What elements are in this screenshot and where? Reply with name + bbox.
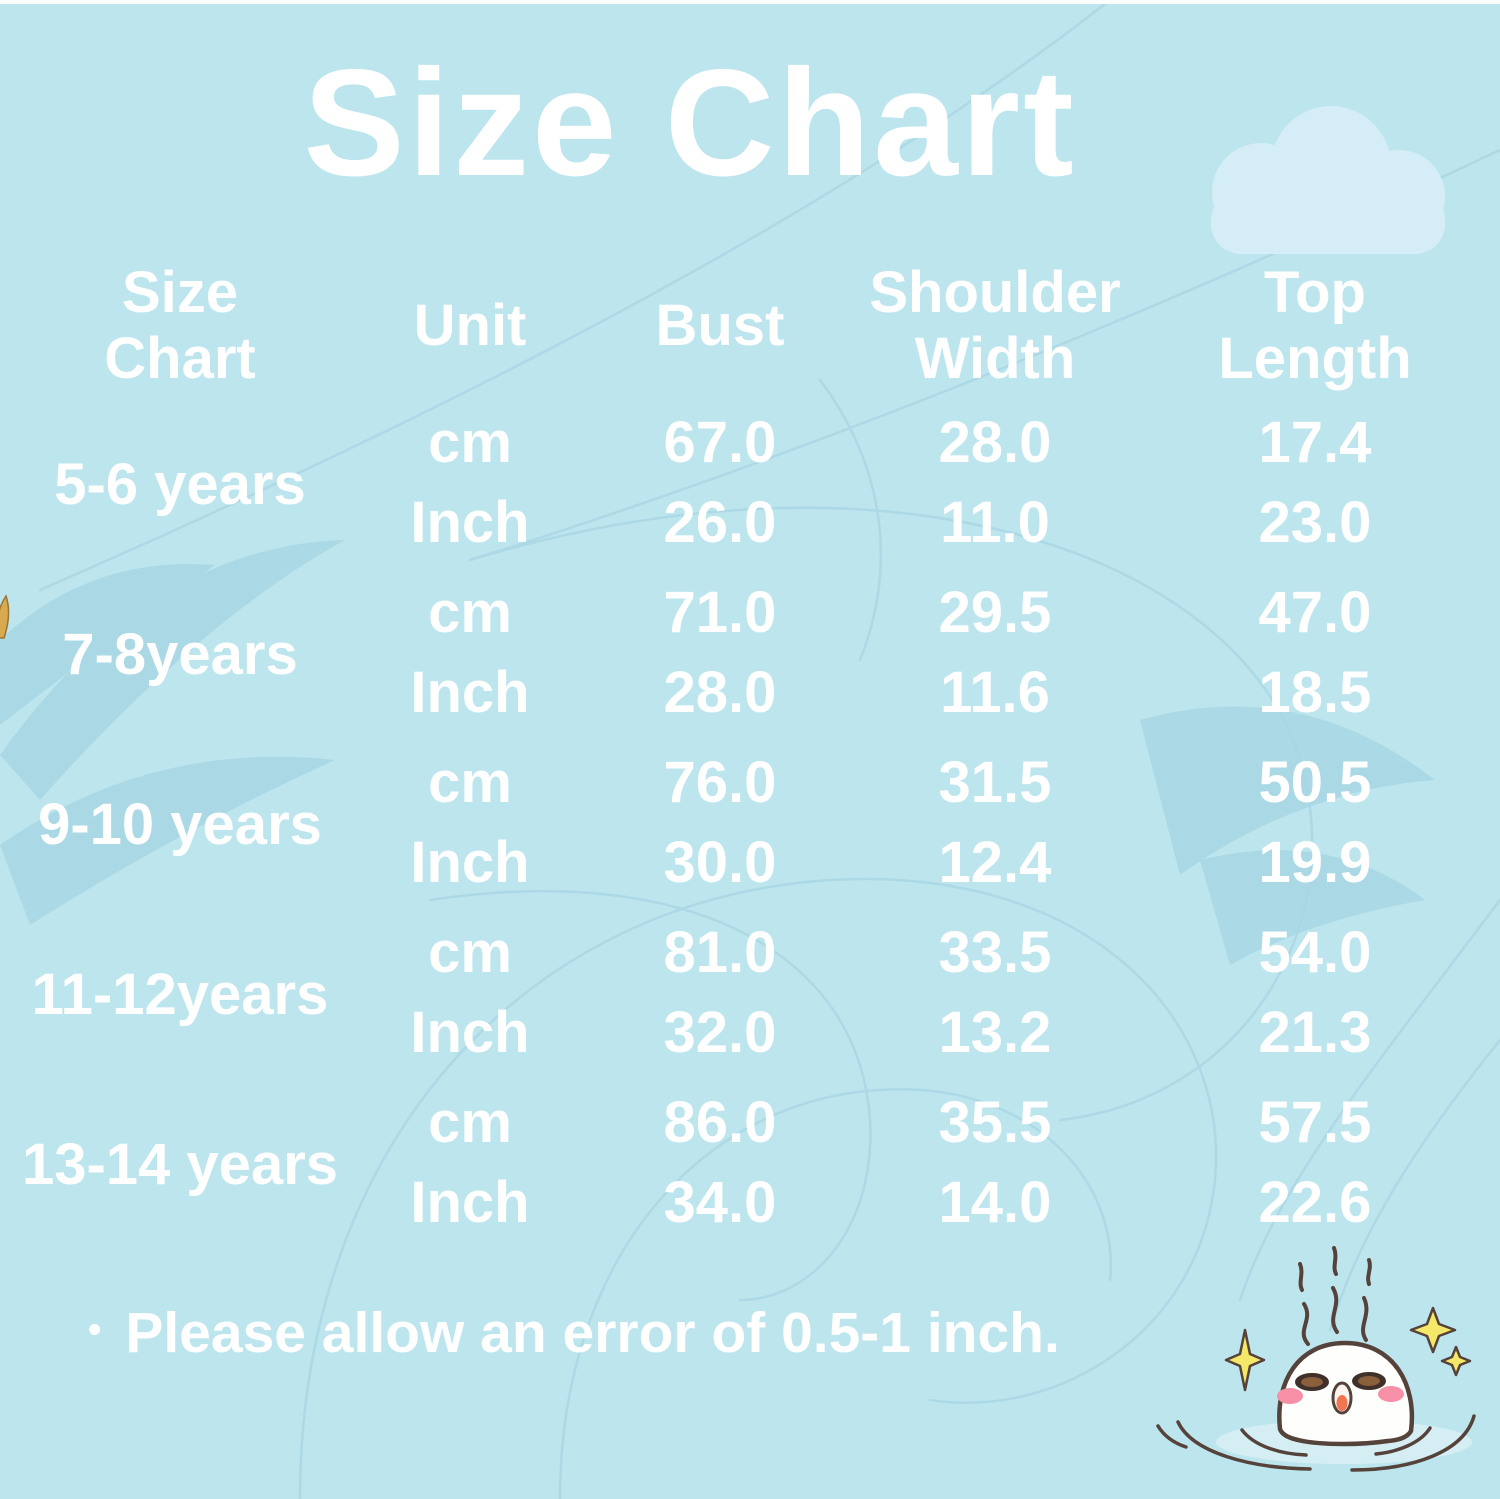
bust-inch-value: 34.0 <box>663 1170 777 1235</box>
top-length-cell: 57.5 22.6 <box>1130 1080 1500 1250</box>
length-cm-value: 54.0 <box>1258 920 1372 985</box>
mascot-cheeks <box>1277 1386 1404 1404</box>
shoulder-cm-value: 35.5 <box>938 1090 1052 1155</box>
top-edge-strip <box>0 0 1500 4</box>
mascot-mouth <box>1331 1381 1353 1415</box>
bust-cm-value: 86.0 <box>663 1090 777 1155</box>
unit-cm-label: cm <box>428 1090 512 1155</box>
bust-cm-value: 71.0 <box>663 580 777 645</box>
shoulder-width-cell: 35.5 14.0 <box>860 1080 1130 1250</box>
shoulder-cm-value: 29.5 <box>938 580 1052 645</box>
table-row: 9-10 years cm Inch 76.0 30.0 31.5 12.4 50.5… <box>0 740 1500 910</box>
top-length-cell: 50.5 19.9 <box>1130 740 1500 910</box>
steam-lines <box>1298 1246 1372 1346</box>
note-text: Please allow an error of 0.5-1 inch. <box>125 1301 1060 1365</box>
length-cm-value: 50.5 <box>1258 750 1372 815</box>
sparkle-icons <box>1224 1306 1472 1392</box>
length-cm-value: 47.0 <box>1258 580 1372 645</box>
column-header-bust: Bust <box>655 293 785 359</box>
length-inch-value: 18.5 <box>1258 660 1372 725</box>
length-inch-value: 21.3 <box>1258 1000 1372 1065</box>
bust-cell: 71.0 28.0 <box>580 570 860 740</box>
bust-inch-value: 30.0 <box>663 830 777 895</box>
table-row: 5-6 years cm Inch 67.0 26.0 28.0 11.0 17.4 2… <box>0 400 1500 570</box>
mascot-eyes <box>1295 1372 1386 1391</box>
length-inch-value: 19.9 <box>1258 830 1372 895</box>
page-title: Size Chart <box>303 38 1077 208</box>
column-header-unit: Unit <box>413 293 527 359</box>
size-label-cell: 5-6 years <box>54 452 306 517</box>
bust-cell: 86.0 34.0 <box>580 1080 860 1250</box>
shoulder-inch-value: 11.0 <box>940 490 1050 555</box>
size-table: Size Chart Unit Bust Shoulder Width Top … <box>0 252 1500 1250</box>
length-inch-value: 23.0 <box>1258 490 1372 555</box>
bust-cell: 81.0 32.0 <box>580 910 860 1080</box>
shoulder-width-cell: 33.5 13.2 <box>860 910 1130 1080</box>
bust-cell: 67.0 26.0 <box>580 400 860 570</box>
shoulder-width-cell: 31.5 12.4 <box>860 740 1130 910</box>
size-label-cell: 7-8years <box>62 622 298 687</box>
water-ripples <box>1156 1414 1476 1472</box>
top-length-cell: 47.0 18.5 <box>1130 570 1500 740</box>
unit-inch-label: Inch <box>410 660 530 725</box>
size-label-cell: 9-10 years <box>38 792 322 857</box>
column-header-shoulder-width: Shoulder Width <box>869 260 1121 391</box>
shoulder-cm-value: 31.5 <box>938 750 1052 815</box>
gold-leaf-accent <box>0 594 10 639</box>
shoulder-width-cell: 29.5 11.6 <box>860 570 1130 740</box>
table-header-row: Size Chart Unit Bust Shoulder Width Top … <box>0 252 1500 400</box>
shoulder-inch-value: 13.2 <box>938 1000 1052 1065</box>
bust-inch-value: 32.0 <box>663 1000 777 1065</box>
unit-cm-label: cm <box>428 580 512 645</box>
unit-cm-label: cm <box>428 750 512 815</box>
bust-cell: 76.0 30.0 <box>580 740 860 910</box>
shoulder-inch-value: 12.4 <box>938 830 1052 895</box>
unit-cell: cm Inch <box>360 740 580 910</box>
unit-cell: cm Inch <box>360 1080 580 1250</box>
shoulder-width-cell: 28.0 11.0 <box>860 400 1130 570</box>
bust-inch-value: 28.0 <box>663 660 777 725</box>
length-cm-value: 17.4 <box>1258 410 1372 475</box>
bust-cm-value: 67.0 <box>663 410 777 475</box>
unit-cell: cm Inch <box>360 910 580 1080</box>
column-header-size-chart: Size Chart <box>104 260 256 391</box>
length-inch-value: 22.6 <box>1258 1170 1372 1235</box>
unit-inch-label: Inch <box>410 1170 530 1235</box>
top-length-cell: 17.4 23.0 <box>1130 400 1500 570</box>
cloud-icon <box>1211 106 1445 254</box>
unit-inch-label: Inch <box>410 490 530 555</box>
bust-cm-value: 76.0 <box>663 750 777 815</box>
top-length-cell: 54.0 21.3 <box>1130 910 1500 1080</box>
bust-inch-value: 26.0 <box>663 490 777 555</box>
note-bullet: • <box>88 1309 102 1351</box>
tolerance-note: • Please allow an error of 0.5-1 inch. <box>88 1300 1060 1366</box>
unit-cell: cm Inch <box>360 400 580 570</box>
bust-cm-value: 81.0 <box>663 920 777 985</box>
unit-cm-label: cm <box>428 920 512 985</box>
length-cm-value: 57.5 <box>1258 1090 1372 1155</box>
column-header-top-length: Top Length <box>1218 260 1412 391</box>
unit-cm-label: cm <box>428 410 512 475</box>
table-row: 7-8years cm Inch 71.0 28.0 29.5 11.6 47.0 18… <box>0 570 1500 740</box>
unit-inch-label: Inch <box>410 830 530 895</box>
unit-cell: cm Inch <box>360 570 580 740</box>
shoulder-cm-value: 33.5 <box>938 920 1052 985</box>
table-row: 11-12years cm Inch 81.0 32.0 33.5 13.2 54.0… <box>0 910 1500 1080</box>
size-label-cell: 11-12years <box>31 962 329 1027</box>
shoulder-inch-value: 14.0 <box>938 1170 1052 1235</box>
bathing-mochi-mascot <box>1156 1246 1476 1472</box>
size-label-cell: 13-14 years <box>21 1132 339 1197</box>
unit-inch-label: Inch <box>410 1000 530 1065</box>
table-row: 13-14 years cm Inch 86.0 34.0 35.5 14.0 57.… <box>0 1080 1500 1250</box>
shoulder-inch-value: 11.6 <box>940 660 1050 725</box>
shoulder-cm-value: 28.0 <box>938 410 1052 475</box>
